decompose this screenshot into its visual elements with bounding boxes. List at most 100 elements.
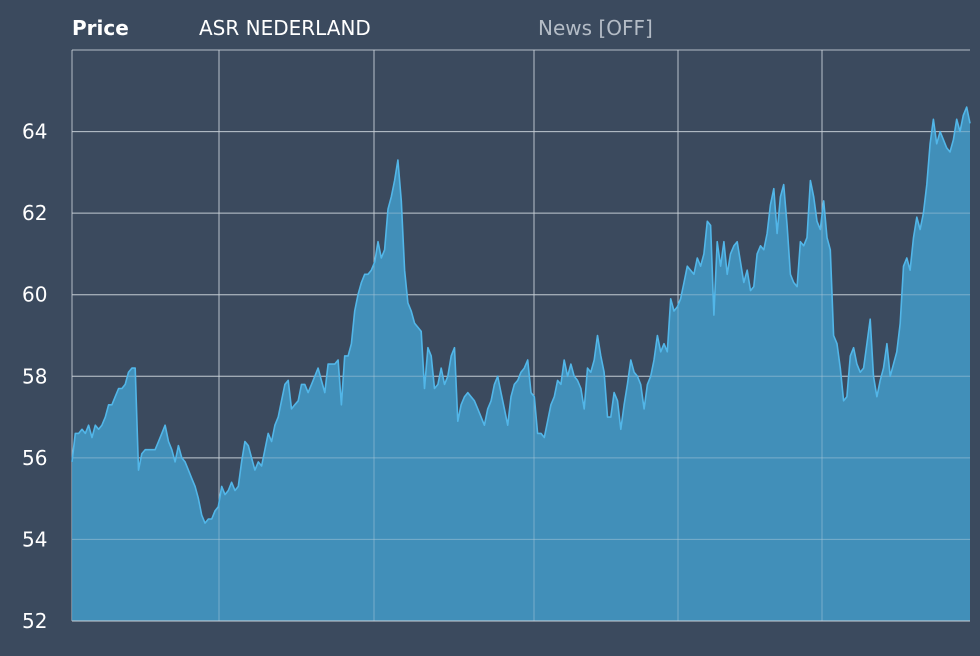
- price-point: [933, 119, 935, 121]
- price-point: [228, 490, 230, 492]
- price-point: [504, 408, 506, 410]
- price-point: [663, 343, 665, 345]
- price-point: [394, 180, 396, 182]
- price-point: [889, 376, 891, 378]
- price-point: [141, 453, 143, 455]
- price-point: [108, 404, 110, 406]
- price-point: [816, 221, 818, 223]
- price-point: [713, 314, 715, 316]
- price-point: [740, 261, 742, 263]
- price-point: [507, 424, 509, 426]
- price-point: [550, 404, 552, 406]
- price-point: [793, 282, 795, 284]
- price-point: [826, 237, 828, 239]
- price-point: [490, 400, 492, 402]
- price-point: [573, 376, 575, 378]
- price-point: [211, 518, 213, 520]
- price-point: [693, 274, 695, 276]
- price-point: [869, 318, 871, 320]
- price-point: [800, 241, 802, 243]
- price-point: [760, 245, 762, 247]
- price-point: [248, 445, 250, 447]
- price-point: [557, 380, 559, 382]
- price-point: [763, 249, 765, 251]
- price-point: [850, 355, 852, 357]
- price-point: [314, 376, 316, 378]
- price-point: [909, 269, 911, 271]
- price-point: [321, 380, 323, 382]
- price-point: [697, 257, 699, 259]
- price-point: [633, 371, 635, 373]
- price-point: [244, 441, 246, 443]
- price-point: [221, 486, 223, 488]
- price-point: [287, 380, 289, 382]
- price-point: [919, 229, 921, 231]
- price-point: [480, 416, 482, 418]
- price-point: [943, 139, 945, 141]
- price-point: [154, 449, 156, 451]
- price-point: [756, 253, 758, 255]
- price-point: [470, 396, 472, 398]
- price-point: [181, 457, 183, 459]
- price-point: [913, 237, 915, 239]
- price-point: [830, 249, 832, 251]
- price-point: [361, 282, 363, 284]
- tab-price[interactable]: Price: [72, 16, 129, 40]
- price-point: [859, 371, 861, 373]
- price-point: [124, 384, 126, 386]
- price-point: [524, 367, 526, 369]
- price-point: [856, 363, 858, 365]
- price-point: [344, 355, 346, 357]
- price-point: [547, 420, 549, 422]
- y-tick-label: 58: [22, 364, 47, 388]
- news-toggle-button[interactable]: News [OFF]: [538, 16, 653, 40]
- price-point: [683, 282, 685, 284]
- price-point: [753, 286, 755, 288]
- price-point: [138, 469, 140, 471]
- price-point: [514, 384, 516, 386]
- price-point: [450, 355, 452, 357]
- price-point: [766, 233, 768, 235]
- price-point: [703, 253, 705, 255]
- price-point: [238, 486, 240, 488]
- price-point: [121, 388, 123, 390]
- price-point: [71, 461, 73, 463]
- price-point: [334, 363, 336, 365]
- price-point: [218, 506, 220, 508]
- price-point: [407, 302, 409, 304]
- price-point: [673, 310, 675, 312]
- price-point: [234, 490, 236, 492]
- price-point: [447, 376, 449, 378]
- price-point: [410, 310, 412, 312]
- price-point: [883, 367, 885, 369]
- price-point: [893, 363, 895, 365]
- price-point: [527, 359, 529, 361]
- price-point: [680, 298, 682, 300]
- price-point: [820, 229, 822, 231]
- price-point: [657, 335, 659, 337]
- price-point: [790, 274, 792, 276]
- price-point: [95, 424, 97, 426]
- price-point: [554, 396, 556, 398]
- y-tick-label: 60: [22, 283, 47, 307]
- price-point: [374, 261, 376, 263]
- price-point: [876, 396, 878, 398]
- price-point: [381, 257, 383, 259]
- price-point: [434, 388, 436, 390]
- price-point: [780, 196, 782, 198]
- price-point: [617, 400, 619, 402]
- price-point: [590, 371, 592, 373]
- price-point: [667, 351, 669, 353]
- price-point: [324, 392, 326, 394]
- price-point: [647, 384, 649, 386]
- price-point: [91, 437, 93, 439]
- price-point: [457, 420, 459, 422]
- price-point: [351, 343, 353, 345]
- price-point: [906, 257, 908, 259]
- price-point: [387, 208, 389, 210]
- price-area: [72, 107, 970, 622]
- price-point: [730, 253, 732, 255]
- price-point: [577, 380, 579, 382]
- price-point: [134, 367, 136, 369]
